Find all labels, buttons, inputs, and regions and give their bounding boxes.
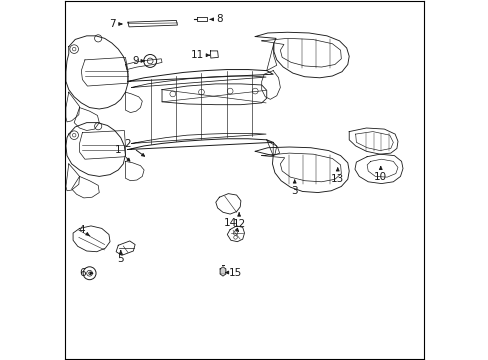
Text: 13: 13	[330, 168, 344, 184]
Text: 4: 4	[78, 225, 90, 236]
Text: 14: 14	[224, 218, 238, 231]
Text: 12: 12	[232, 213, 245, 229]
Text: 3: 3	[291, 180, 297, 196]
Text: 9: 9	[132, 56, 144, 66]
Text: 7: 7	[109, 19, 122, 29]
Text: 1: 1	[115, 144, 130, 161]
Text: 8: 8	[210, 14, 222, 24]
Text: 11: 11	[190, 50, 209, 60]
Text: 10: 10	[373, 166, 386, 182]
Text: 5: 5	[117, 251, 124, 264]
Text: 15: 15	[225, 267, 242, 278]
Text: 6: 6	[79, 268, 93, 278]
Text: 2: 2	[124, 139, 144, 156]
